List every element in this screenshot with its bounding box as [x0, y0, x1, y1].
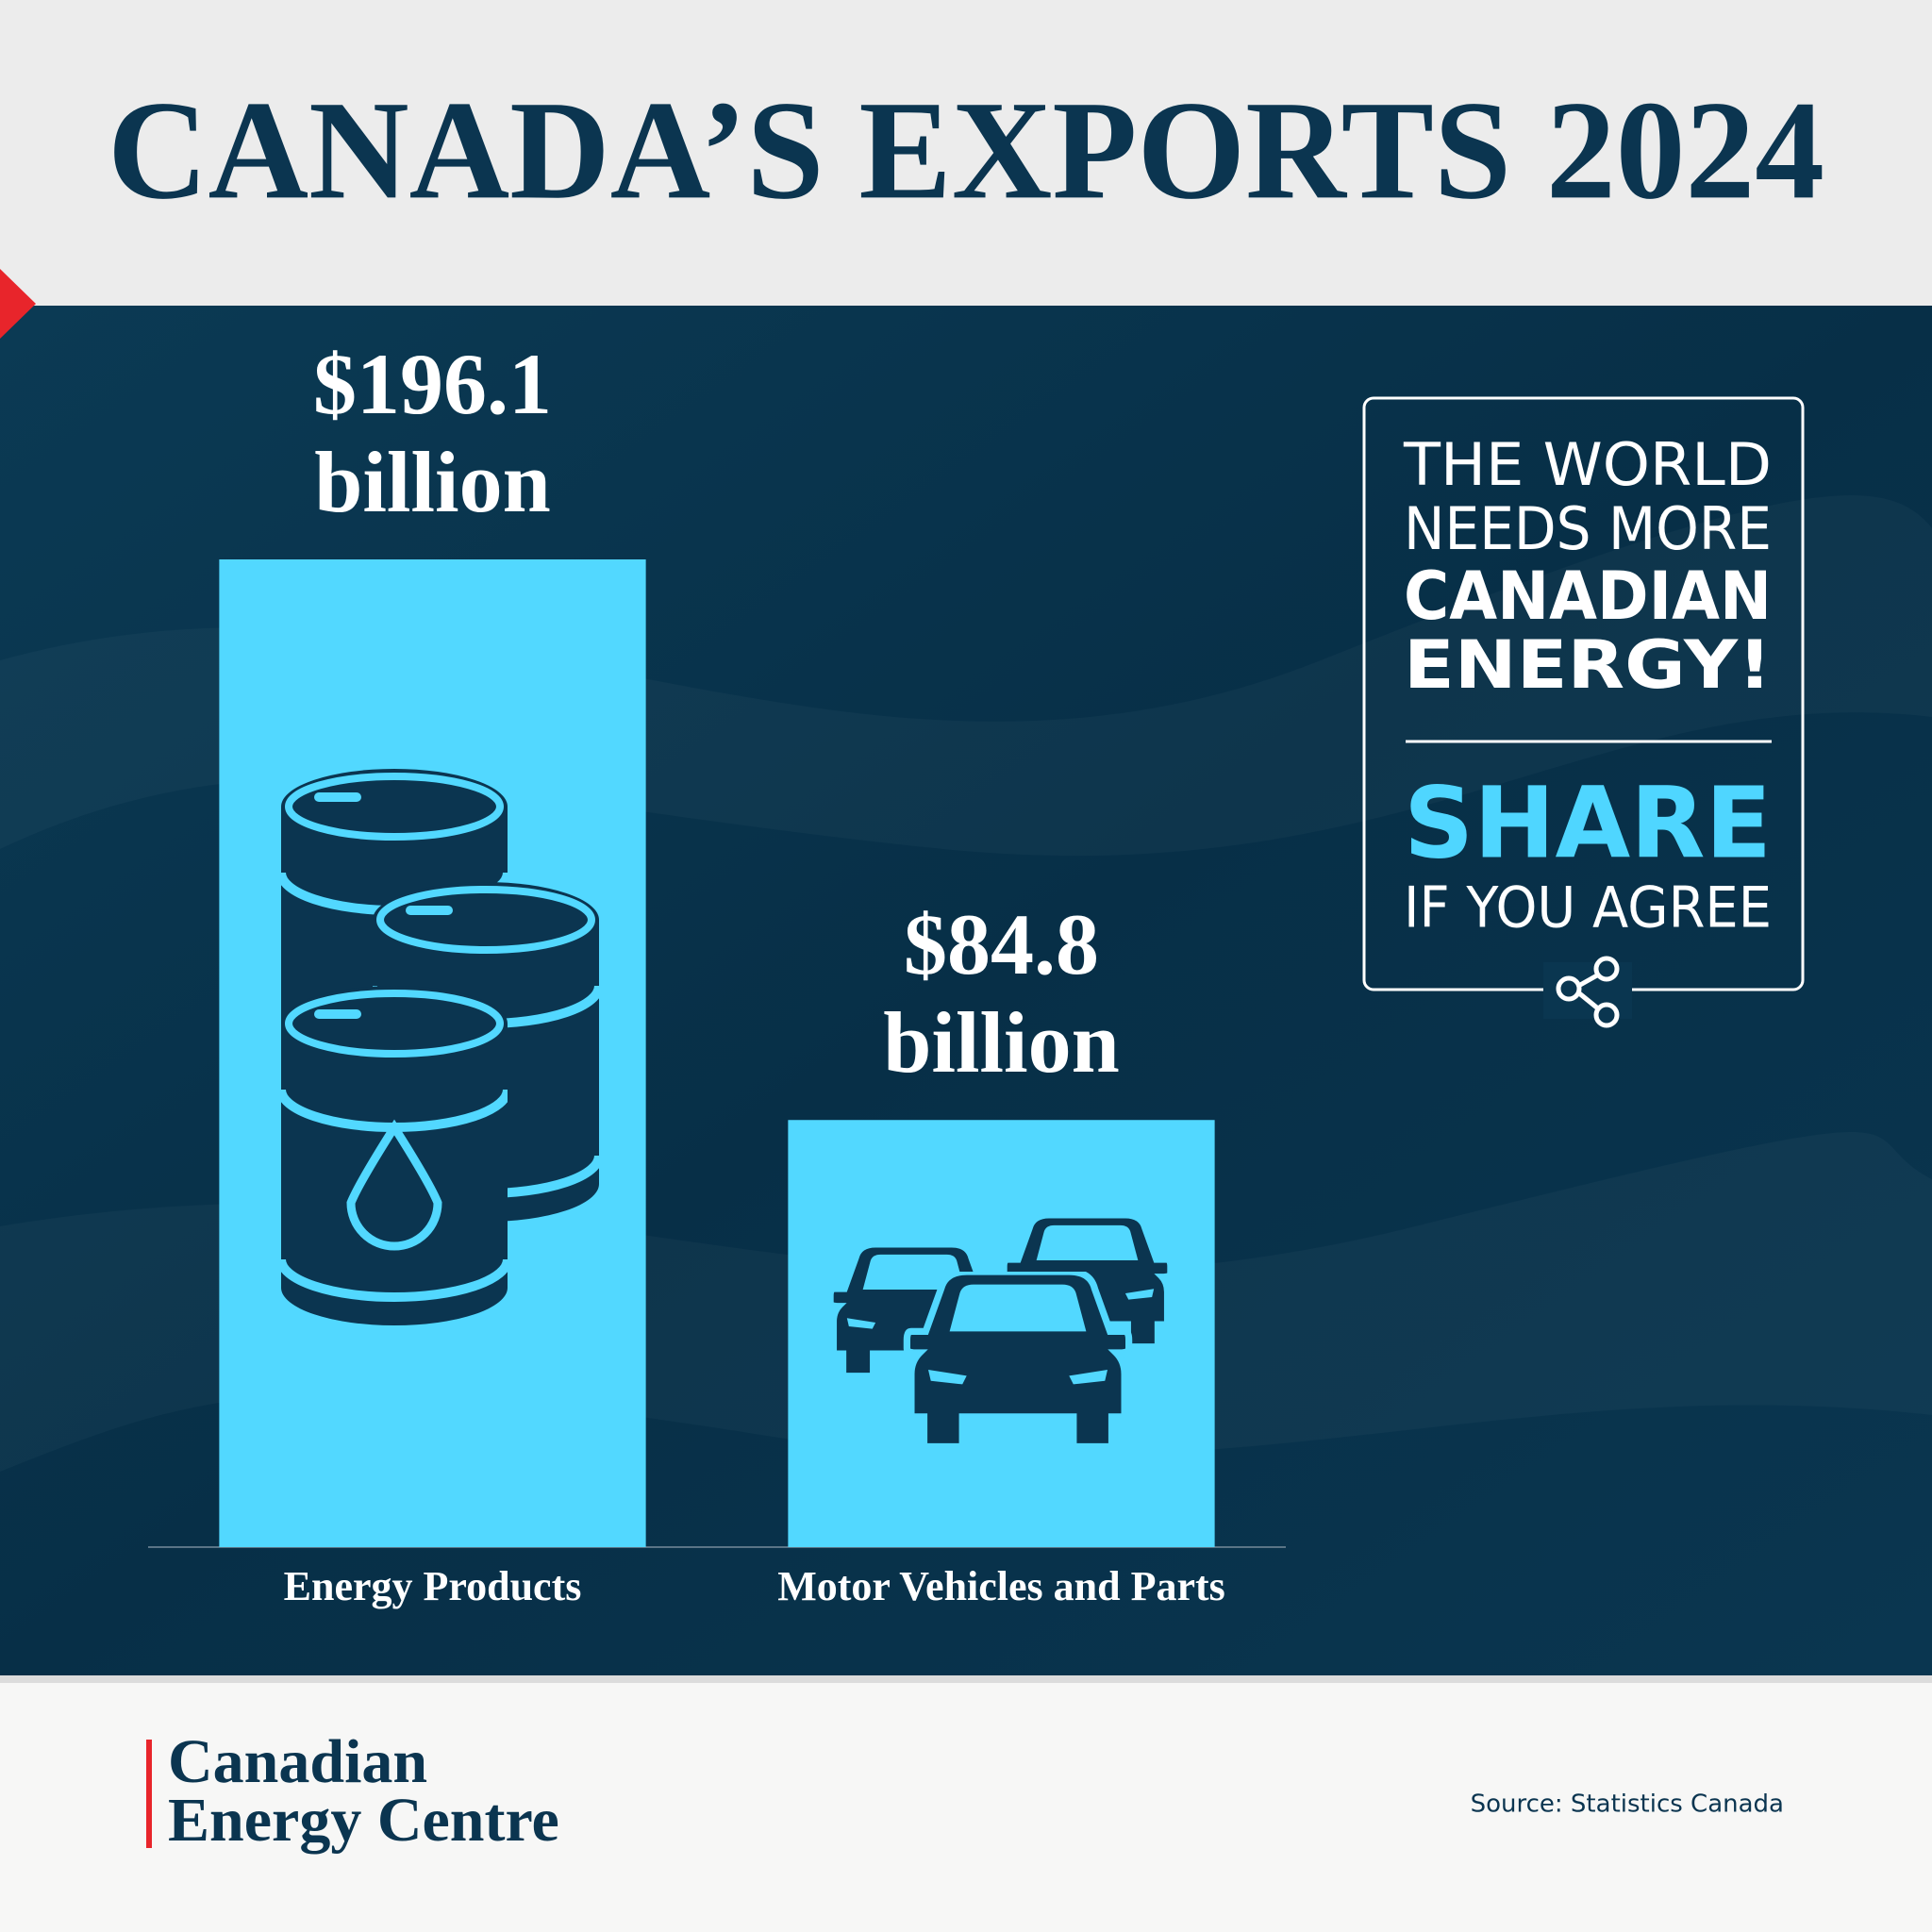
agree-text: IF YOU AGREE	[1404, 875, 1772, 941]
barrels-icon	[281, 769, 599, 1325]
share-icon	[1556, 956, 1620, 1028]
logo-text: Canadian	[168, 1727, 427, 1796]
callout-line: ENERGY!	[1404, 626, 1772, 704]
source: Source: Statistics Canada	[1471, 1790, 1784, 1819]
x-tick-label: Energy Products	[284, 1563, 582, 1609]
logo-text: Energy Centre	[168, 1786, 559, 1855]
callout-line: THE WORLD	[1403, 430, 1772, 499]
callout-line: NEEDS MORE	[1404, 494, 1772, 563]
value-label: $84.8 billion	[883, 896, 1120, 1091]
share-text: SHARE	[1404, 765, 1772, 880]
panel-shadow	[0, 1675, 1932, 1683]
logo-bar	[146, 1740, 152, 1848]
accent-triangle	[0, 269, 36, 339]
chart-title: CANADA’S EXPORTS 2024	[108, 72, 1824, 228]
callout-line: CANADIAN	[1404, 558, 1772, 635]
x-tick-label: Motor Vehicles and Parts	[777, 1563, 1225, 1609]
value-label: $196.1 billion	[313, 336, 552, 530]
header-band	[0, 0, 1932, 306]
